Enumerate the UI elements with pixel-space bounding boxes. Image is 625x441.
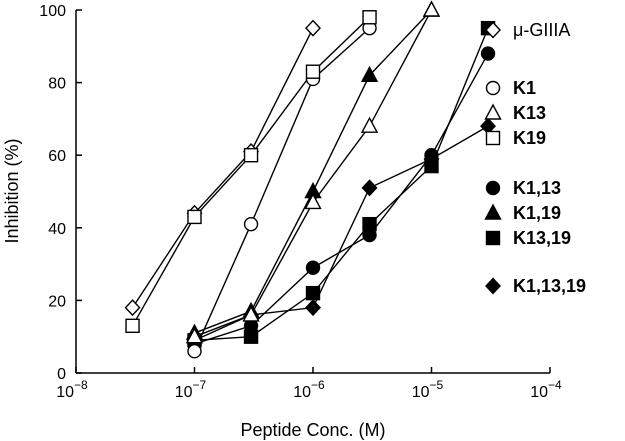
legend-marker	[485, 21, 501, 39]
data-point	[480, 46, 496, 61]
data-point	[125, 318, 140, 334]
x-axis-title: Peptide Conc. (M)	[240, 420, 385, 440]
data-point	[305, 285, 321, 301]
legend-marker	[485, 230, 501, 246]
legend-label: K19	[513, 128, 546, 148]
data-point	[305, 260, 321, 275]
legend-entry: K1,13,19	[485, 276, 586, 296]
legend-marker	[484, 103, 502, 120]
legend-label: K1	[513, 78, 536, 98]
x-tick-exponent: −8	[74, 378, 88, 392]
data-point	[362, 10, 377, 25]
data-point	[304, 192, 322, 210]
legend-label: K1,13,19	[513, 276, 586, 296]
data-point	[243, 329, 259, 344]
y-ticks: 0 20 40 60 80 100	[39, 3, 82, 383]
data-point	[361, 179, 378, 197]
series-line-K1,19	[194, 9, 433, 334]
y-tick-label: 0	[57, 366, 66, 383]
y-tick-label: 100	[39, 3, 66, 20]
legend-entry: K1	[485, 78, 536, 98]
legend-label: K1,13	[513, 178, 561, 198]
x-tick-label: 10−5	[412, 378, 444, 401]
y-tick-label: 20	[48, 293, 66, 310]
legend-marker	[485, 80, 501, 96]
series-line-K19	[131, 16, 371, 327]
legend-entry: K19	[485, 128, 546, 148]
legend-entry: K13	[484, 103, 546, 123]
series-markers	[124, 0, 496, 359]
data-point	[243, 216, 259, 232]
legend-label: μ-GIIIA	[513, 20, 570, 40]
data-point	[360, 116, 379, 133]
data-point	[124, 299, 141, 317]
y-axis-title: Inhibition (%)	[2, 138, 22, 243]
data-point	[242, 305, 260, 322]
series-layer	[124, 0, 496, 359]
data-point	[305, 19, 321, 37]
series-line-μ-GIIIA	[131, 27, 314, 309]
legend-entry: μ-GIIIA	[485, 20, 570, 40]
y-tick-label: 40	[48, 221, 66, 238]
x-tick-label: 10−7	[175, 378, 207, 401]
legend-label: K1,19	[513, 203, 561, 223]
legend-marker	[485, 277, 501, 295]
data-point	[187, 209, 202, 225]
data-point	[185, 327, 204, 344]
y-tick-label: 60	[48, 148, 66, 165]
legend-marker	[485, 130, 501, 146]
series-line-K13,19	[194, 27, 489, 342]
data-point	[423, 150, 440, 168]
legend-marker	[485, 180, 501, 196]
series-line-K1,13	[194, 53, 489, 345]
x-tick-exponent: −7	[193, 378, 207, 392]
series-line-K1	[193, 27, 371, 352]
x-ticks: 10−8 10−7 10−6 10−5 10−4	[56, 367, 562, 401]
legend-label: K13	[513, 103, 546, 123]
legend-entry: K1,19	[484, 203, 561, 223]
y-tick-label: 80	[48, 76, 66, 93]
data-point	[305, 299, 321, 317]
x-tick-exponent: −6	[311, 378, 325, 392]
x-tick-label: 10−6	[293, 378, 325, 401]
series-line-K1,13,19	[194, 125, 489, 341]
legend-marker	[484, 203, 502, 220]
data-point	[305, 64, 321, 79]
data-point	[187, 344, 202, 359]
x-tick-exponent: −5	[430, 378, 444, 392]
legend: μ-GIIIA K1 K13 K19 K1,13 K1,19 K13,19 K1,13,19	[484, 20, 586, 296]
data-point	[243, 147, 259, 163]
data-point	[422, 0, 441, 17]
data-point	[362, 216, 377, 232]
legend-entry: K1,13	[485, 178, 561, 198]
x-tick-label: 10−4	[530, 378, 562, 401]
legend-label: K13,19	[513, 228, 571, 248]
legend-entry: K13,19	[485, 228, 571, 248]
x-tick-exponent: −4	[548, 378, 562, 392]
data-point	[360, 65, 379, 83]
